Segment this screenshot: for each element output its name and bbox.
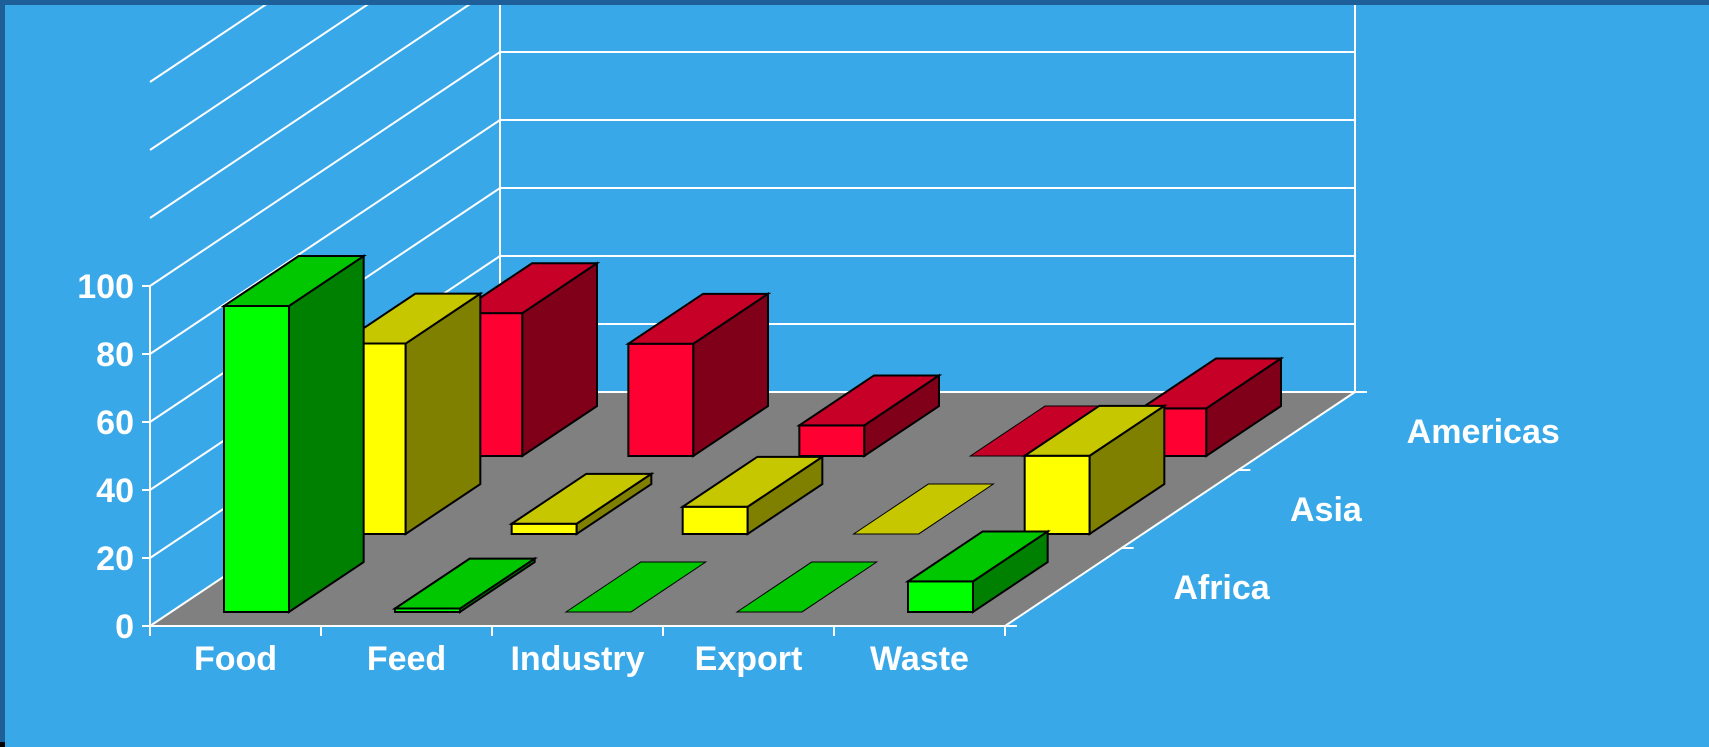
bar-top	[735, 561, 879, 613]
bar-chart-3d: 0 20 40 60 80 100 Food Feed Industry Export Waste A…	[5, 5, 1709, 747]
bar	[852, 483, 995, 535]
bar-top	[1138, 357, 1285, 410]
bar	[220, 254, 367, 614]
axis-labels: 0 20 40 60 80 100 Food Feed Industry Export Waste A…	[77, 268, 1560, 678]
back-wall	[500, 5, 1355, 392]
bar-side	[287, 254, 365, 614]
bar-front	[627, 342, 695, 457]
bar-top	[564, 561, 708, 613]
category-label: Food	[194, 640, 277, 678]
series-label: Africa	[1173, 569, 1270, 607]
category-label: Export	[695, 640, 803, 678]
category-label: Feed	[367, 640, 446, 678]
bar-top	[337, 292, 484, 345]
depth-axis	[1004, 391, 1356, 627]
bar-top	[1021, 404, 1168, 457]
bar-front	[798, 424, 866, 457]
bar	[508, 471, 655, 536]
bar	[391, 556, 538, 614]
y-tick-label: 100	[77, 268, 134, 306]
gridline	[149, 5, 369, 151]
bar-front	[681, 505, 749, 535]
category-label: Industry	[510, 640, 644, 678]
bars	[220, 254, 1285, 614]
bar-top	[796, 374, 943, 427]
bar-top	[625, 292, 772, 345]
gridline	[149, 5, 471, 219]
bar-top	[904, 530, 1051, 583]
bar	[679, 454, 826, 536]
axes	[142, 285, 1367, 636]
y-tick-label: 60	[96, 404, 134, 442]
bar-top	[220, 255, 367, 307]
bar-front	[510, 522, 578, 535]
bar-top	[391, 557, 538, 610]
bar	[904, 529, 1051, 614]
category-label: Waste	[870, 640, 969, 678]
y-tick-label: 40	[96, 472, 134, 510]
bar	[564, 561, 708, 613]
y-tick-label: 0	[115, 608, 134, 646]
y-tick-label: 20	[96, 540, 134, 578]
bar-top	[852, 483, 995, 535]
bar-front	[907, 580, 974, 613]
bar	[625, 291, 772, 458]
bar-front	[1023, 454, 1091, 535]
bar-top	[454, 262, 601, 315]
series-label: Asia	[1290, 491, 1363, 529]
y-tick-label: 80	[96, 336, 134, 374]
bar-top	[679, 455, 826, 508]
bar-top	[508, 472, 655, 525]
bar	[1021, 403, 1168, 536]
bar	[735, 561, 879, 613]
series-label: Americas	[1407, 413, 1560, 451]
bar	[796, 373, 943, 458]
bar-front	[223, 304, 290, 613]
